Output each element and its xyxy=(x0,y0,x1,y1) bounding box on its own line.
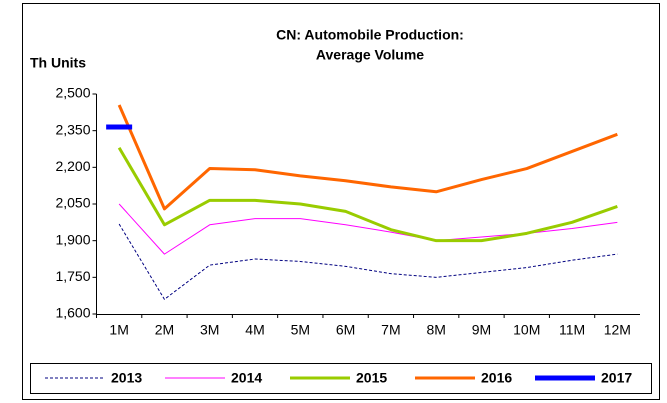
series-line xyxy=(118,223,618,300)
chart-title: CN: Automobile Production: xyxy=(276,27,464,43)
legend-label: 2016 xyxy=(481,370,512,386)
y-tick-label: 2,500 xyxy=(55,85,90,101)
x-tick-label: 6M xyxy=(336,322,355,338)
legend-label: 2013 xyxy=(111,370,142,386)
legend-label: 2015 xyxy=(356,370,387,386)
y-tick-label: 1,900 xyxy=(55,231,90,247)
legend-label: 2017 xyxy=(601,370,632,386)
x-tick-label: 5M xyxy=(291,322,310,338)
y-tick-label: 2,350 xyxy=(55,121,90,137)
x-tick-label: 4M xyxy=(245,322,264,338)
y-axis-label: Th Units xyxy=(30,55,86,71)
x-tick-label: 11M xyxy=(559,322,585,338)
y-tick-label: 1,600 xyxy=(55,305,90,321)
y-tick-label: 2,050 xyxy=(55,195,90,211)
legend-box xyxy=(30,363,652,394)
x-tick-label: 10M xyxy=(513,322,540,338)
x-tick-label: 1M xyxy=(109,322,128,338)
x-tick-label: 3M xyxy=(200,322,219,338)
x-tick-label: 7M xyxy=(381,322,400,338)
x-tick-label: 12M xyxy=(604,322,631,338)
series-line xyxy=(117,147,618,243)
chart-frame xyxy=(22,3,660,400)
x-tick-label: 9M xyxy=(472,322,491,338)
x-tick-label: 8M xyxy=(426,322,445,338)
legend-label: 2014 xyxy=(231,370,262,386)
chart-title: Average Volume xyxy=(316,47,424,63)
y-tick-label: 1,750 xyxy=(55,268,90,284)
series-line xyxy=(117,104,618,211)
x-tick-label: 2M xyxy=(155,322,174,338)
y-tick-label: 2,200 xyxy=(55,158,90,174)
